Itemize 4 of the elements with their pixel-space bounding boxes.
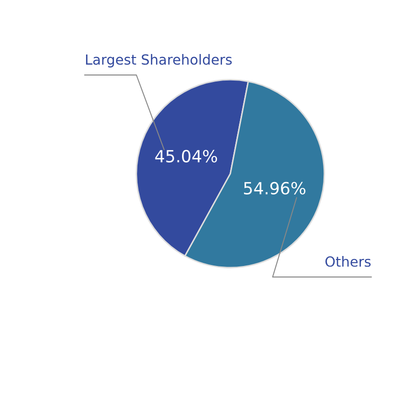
data-label: 45.04% [155,150,218,162]
slice-label: Others [325,256,371,267]
data-label: 54.96% [244,182,306,194]
slice-label: Largest Shareholders [86,54,232,68]
